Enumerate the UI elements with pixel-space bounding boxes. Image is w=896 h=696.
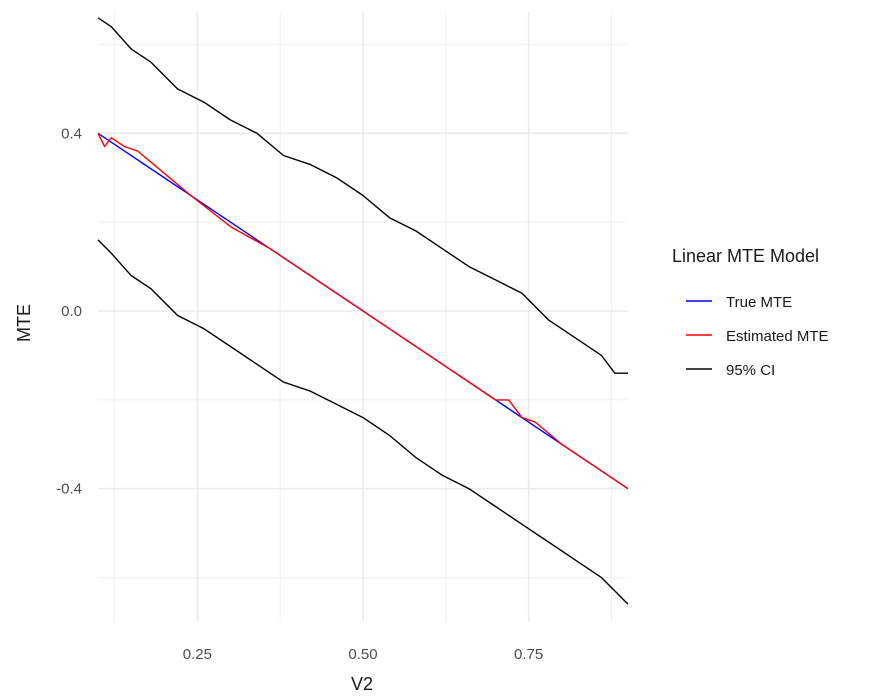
y-axis-title: MTE — [14, 304, 34, 342]
x-axis-title: V2 — [351, 674, 373, 694]
x-tick-label: 0.50 — [348, 646, 377, 663]
x-tick-label: 0.75 — [514, 646, 543, 663]
y-tick-label: 0.4 — [61, 125, 82, 142]
y-tick-label: 0.0 — [61, 303, 82, 320]
series-layer — [97, 17, 629, 605]
legend: Linear MTE Model True MTE Estimated MTE 95… — [672, 246, 829, 379]
legend-label: 95% CI — [726, 362, 775, 379]
legend-label: Estimated MTE — [726, 328, 829, 345]
legend-title: Linear MTE Model — [672, 246, 819, 266]
series-line-95-ci — [97, 239, 629, 605]
y-tick-label: -0.4 — [56, 481, 82, 498]
grid — [98, 12, 628, 622]
series-line-estimated-mte — [97, 132, 629, 490]
series-line-95-ci — [97, 17, 628, 374]
tick-labels: 0.25 0.50 0.75 0.4 0.0 -0.4 — [56, 125, 543, 663]
legend-label: True MTE — [726, 294, 792, 311]
x-tick-label: 0.25 — [183, 646, 212, 663]
